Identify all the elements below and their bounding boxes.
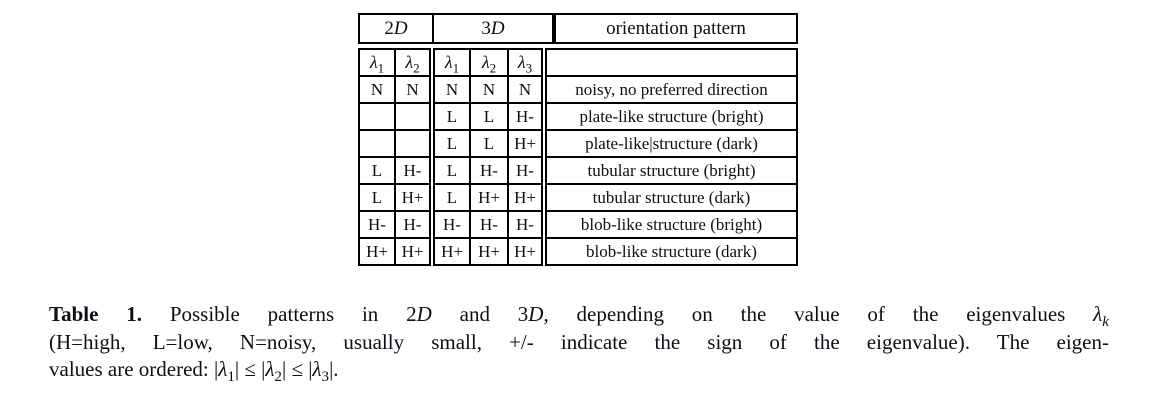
eigenvalue-cell: H+ xyxy=(469,183,509,212)
eigenvalue-cell: L xyxy=(431,156,471,185)
eigenvalue-cell: H- xyxy=(507,156,547,185)
eigenvalue-cell xyxy=(394,102,435,131)
table-row: L H+ L H+ H+ tubular structure (dark) xyxy=(358,183,798,212)
eigenvalue-cell: L xyxy=(431,129,471,158)
table-row: H- H- H- H- H-blob-like structure (bright) xyxy=(358,210,798,239)
eigenvalue-cell: N xyxy=(394,75,435,104)
lambda-header-cell: λ1 xyxy=(431,48,471,77)
eigenvalue-cell: H- xyxy=(394,210,435,239)
pattern-cell: noisy, no preferred direction xyxy=(543,75,798,104)
pattern-cell: tubular structure (bright) xyxy=(543,156,798,185)
pattern-cell xyxy=(543,48,798,77)
table-row: L H- L H- H-tubular structure (bright) xyxy=(358,156,798,185)
eigenvalue-cell: H+ xyxy=(507,237,547,266)
eigenvalue-cell: H- xyxy=(507,210,547,239)
eigenvalue-cell: L xyxy=(469,129,509,158)
eigenvalue-cell: H+ xyxy=(358,237,396,266)
table-row: L L H-plate-like structure (bright) xyxy=(358,102,798,131)
eigenvalue-cell xyxy=(358,102,396,131)
eigenvalue-cell: H+ xyxy=(394,237,435,266)
eigenvalue-cell: L xyxy=(358,183,396,212)
eigenvalue-cell: H+ xyxy=(431,237,471,266)
eigenvalue-cell: L xyxy=(358,156,396,185)
pattern-cell: blob-like structure (bright) xyxy=(543,210,798,239)
header-cell-2d: 2D xyxy=(358,13,434,44)
eigenvalue-cell: H- xyxy=(394,156,435,185)
header-cell-orientation-pattern: orientation pattern xyxy=(553,13,798,44)
eigenvalue-cell: H+ xyxy=(394,183,435,212)
eigenvalue-cell: H+ xyxy=(507,183,547,212)
caption-line-1: Table 1. Possible patterns in 2D and 3D,… xyxy=(49,302,1109,331)
lambda-header-cell: λ3 xyxy=(507,48,547,77)
lambda-header-cell: λ1 xyxy=(358,48,396,77)
eigenvalue-cell: H- xyxy=(358,210,396,239)
table-row: L L H+ plate-like|structure (dark) xyxy=(358,129,798,158)
eigenvalue-cell: H- xyxy=(469,156,509,185)
lambda-header-cell: λ2 xyxy=(469,48,509,77)
eigenvalue-cell: L xyxy=(469,102,509,131)
table-row: H+ H+ H+ H+ H+ blob-like structure (dark) xyxy=(358,237,798,266)
eigenvalue-cell: H- xyxy=(469,210,509,239)
eigenvalue-cell xyxy=(394,129,435,158)
eigenvalue-cell: N xyxy=(358,75,396,104)
pattern-cell: plate-like structure (bright) xyxy=(543,102,798,131)
eigenvalue-cell: N xyxy=(469,75,509,104)
eigenvalue-cell: L xyxy=(431,102,471,131)
table-caption: Table 1. Possible patterns in 2D and 3D,… xyxy=(49,301,1109,386)
eigenvalue-cell: N xyxy=(507,75,547,104)
lambda-header-row: λ1 λ2 λ1 λ2 λ3 xyxy=(358,48,798,77)
caption-line-3: values are ordered: |λ1| ≤ |λ2| ≤ |λ3|. xyxy=(49,357,339,386)
pattern-cell: plate-like|structure (dark) xyxy=(543,129,798,158)
eigenvalue-cell: H- xyxy=(431,210,471,239)
caption-line-2: (H=high, L=low, N=noisy, usually small, … xyxy=(49,329,1109,354)
table-header-row: 2D 3D orientation pattern xyxy=(358,13,798,44)
eigenvalue-pattern-table: 2D 3D orientation pattern λ1 λ2 λ1 λ2 λ3 N N N N… xyxy=(358,13,798,266)
lambda-header-cell: λ2 xyxy=(394,48,435,77)
eigenvalue-cell: H- xyxy=(507,102,547,131)
eigenvalue-cell xyxy=(358,129,396,158)
eigenvalue-cell: N xyxy=(431,75,471,104)
header-cell-3d: 3D xyxy=(432,13,556,44)
pattern-cell: tubular structure (dark) xyxy=(543,183,798,212)
eigenvalue-cell: H+ xyxy=(469,237,509,266)
eigenvalue-cell: L xyxy=(431,183,471,212)
eigenvalue-cell: H+ xyxy=(507,129,547,158)
header-row: 2D 3D orientation pattern xyxy=(358,13,798,44)
pattern-cell: blob-like structure (dark) xyxy=(543,237,798,266)
